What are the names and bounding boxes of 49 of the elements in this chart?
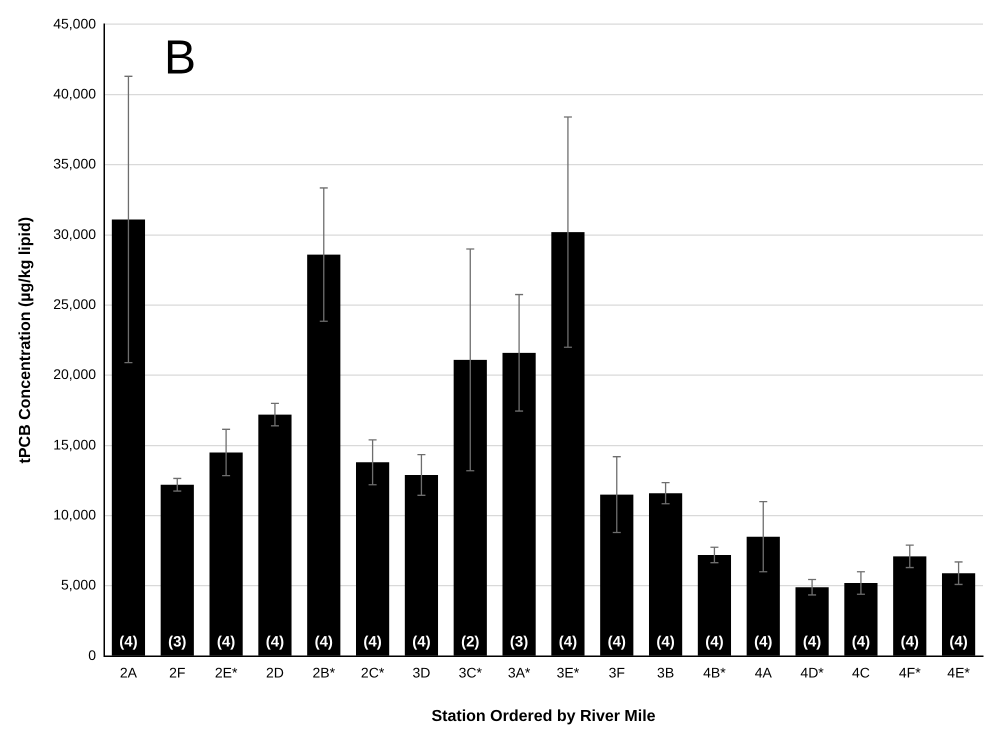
y-tick-label: 20,000 — [53, 366, 96, 382]
annotation: (4) — [412, 634, 431, 651]
annotation: (4) — [119, 634, 138, 651]
annotation: (4) — [754, 634, 772, 651]
annotation: (4) — [266, 634, 284, 651]
y-tick-label: 30,000 — [53, 226, 96, 242]
annotation: (4) — [802, 634, 822, 651]
annotation: (4) — [314, 634, 333, 651]
annotation: (4) — [900, 634, 919, 651]
y-tick-label: 5,000 — [60, 576, 96, 593]
x-tick-label: 3C* — [458, 664, 482, 680]
annotation: (4) — [558, 634, 578, 651]
annotation: (4) — [363, 634, 382, 651]
x-tick-label: 2E* — [214, 664, 238, 680]
x-tick-label: 4F* — [898, 664, 922, 680]
x-tick-label: 2B* — [312, 664, 336, 680]
annotation: (3) — [168, 634, 186, 651]
annotation: (4) — [216, 634, 236, 651]
x-tick-label: 2C* — [360, 664, 385, 680]
y-tick-label: 35,000 — [53, 156, 96, 172]
x-tick-label: 4B* — [703, 664, 726, 680]
x-tick-label: 4A — [754, 664, 772, 680]
x-tick-label: 3F — [608, 664, 625, 680]
x-tick-label: 4D* — [800, 664, 824, 680]
y-tick-label: 25,000 — [53, 296, 96, 312]
annotation: (4) — [608, 634, 626, 651]
y-tick-label: 45,000 — [53, 15, 96, 32]
y-tick-label: 15,000 — [53, 436, 96, 452]
x-tick-label: 2D — [266, 664, 284, 680]
x-tick-label: 2F — [169, 664, 186, 680]
x-tick-label: 3D — [412, 664, 430, 680]
annotation: B — [164, 32, 196, 85]
x-tick-label: 4C — [852, 664, 870, 680]
annotation: (4) — [656, 634, 675, 651]
annotation: (4) — [705, 634, 724, 651]
y-tick-label: 10,000 — [53, 506, 96, 523]
y-tick-label: 40,000 — [53, 85, 96, 102]
x-tick-label: 4E* — [947, 664, 970, 680]
x-tick-label: 3A* — [508, 664, 531, 680]
x-tick-label: 3E* — [556, 664, 580, 680]
x-axis-title: Station Ordered by River Mile — [431, 708, 656, 725]
annotation: (3) — [510, 634, 528, 651]
x-tick-label: 3B — [657, 664, 674, 680]
y-tick-label: 0 — [88, 646, 96, 663]
x-tick-label: 2A — [120, 664, 138, 680]
annotation: (4) — [949, 634, 968, 651]
annotation: (4) — [852, 634, 870, 651]
annotation: (2) — [461, 634, 480, 651]
y-axis-title: tPCB Concentration (µg/kg lipid) — [17, 216, 34, 464]
